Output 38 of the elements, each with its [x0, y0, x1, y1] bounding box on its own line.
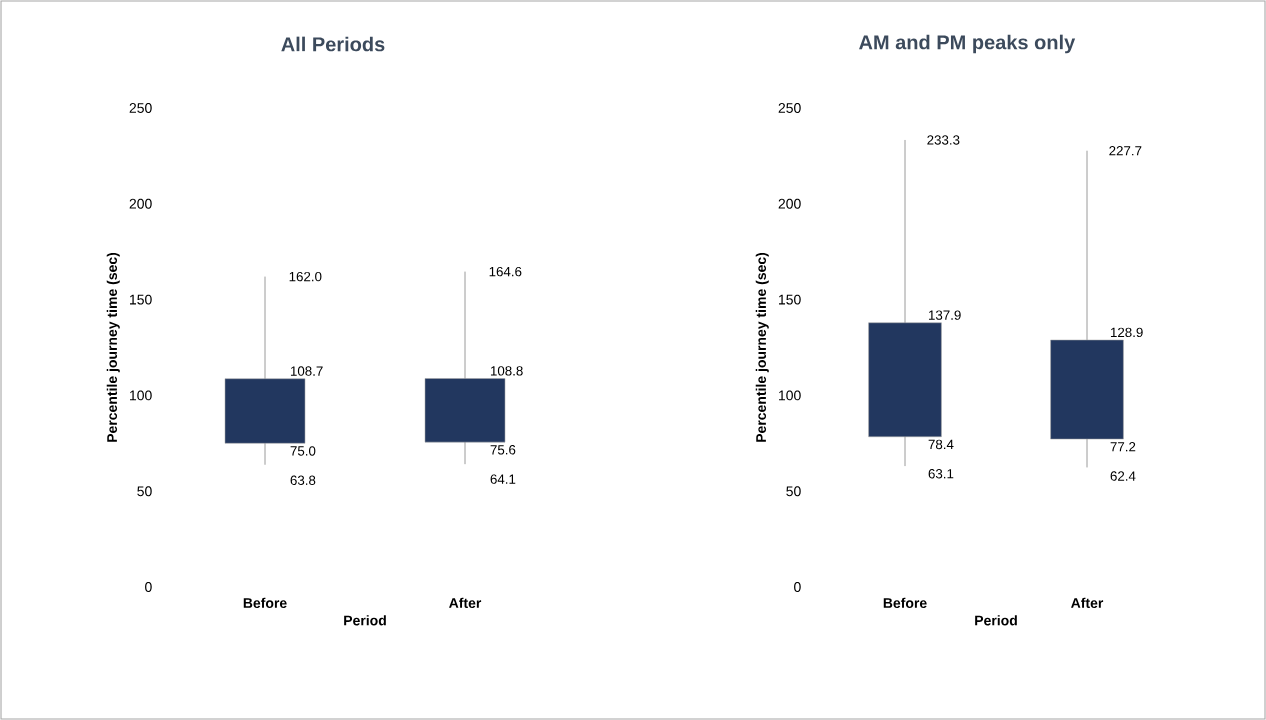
text: 227.7	[1109, 146, 1142, 156]
text: 108.8	[490, 366, 523, 376]
y-tick-label: 250	[129, 103, 152, 113]
y-axis-title: Percentile journey time (sec)	[755, 252, 769, 442]
y-tick-label: 150	[130, 294, 152, 305]
y-tick-label: 150	[779, 294, 801, 305]
text: 63.1	[928, 469, 954, 479]
x-axis-title: Period	[975, 615, 1017, 626]
text: 63.8	[290, 475, 316, 485]
text: 128.9	[1110, 327, 1143, 338]
text: 233.3	[927, 135, 960, 145]
x-axis-title: Period	[344, 615, 386, 626]
text: 108.7	[290, 366, 323, 376]
text: 77.2	[1110, 442, 1136, 452]
chart-title: AM and PM peaks only	[859, 34, 1076, 54]
x-tick-label: After	[449, 597, 482, 608]
y-axis-title: Percentile journey time (sec)	[106, 252, 120, 442]
y-tick-label: 250	[778, 103, 801, 113]
x-tick-label: After	[1071, 597, 1104, 608]
y-tick-label: 100	[779, 390, 801, 401]
y-tick-label: 0	[145, 582, 152, 592]
text: 64.1	[490, 474, 516, 484]
text: 78.4	[928, 439, 954, 450]
y-tick-label: 50	[786, 486, 801, 497]
x-tick-label: Before	[883, 597, 927, 608]
text: 75.6	[490, 445, 516, 455]
text: 162.0	[289, 271, 322, 282]
y-tick-label: 100	[130, 390, 152, 401]
y-tick-label: 200	[778, 198, 801, 209]
text: 75.0	[290, 446, 316, 456]
y-tick-label: 0	[794, 582, 801, 592]
y-tick-label: 200	[129, 198, 152, 209]
text: 137.9	[928, 310, 961, 320]
chart-title: All Periods	[281, 36, 385, 52]
y-tick-label: 50	[137, 486, 152, 497]
text: 62.4	[1110, 471, 1136, 481]
text: 164.6	[489, 266, 522, 277]
x-tick-label: Before	[243, 597, 287, 608]
